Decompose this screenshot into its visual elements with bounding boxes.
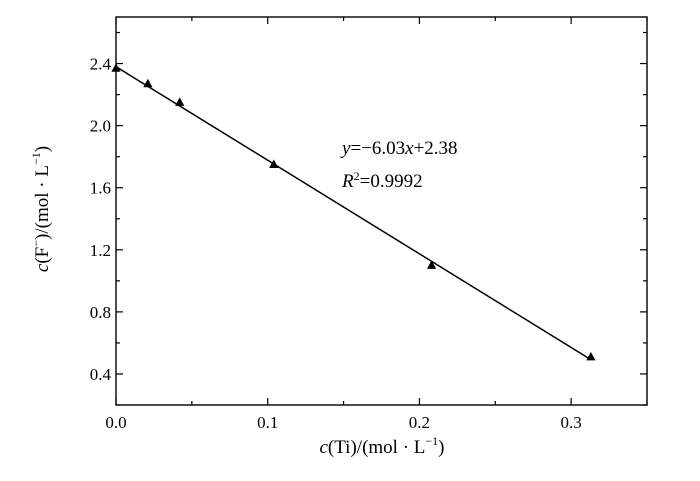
data-points [111, 63, 596, 361]
x-axis-title-var: c [319, 437, 328, 458]
axis-ticks [115, 17, 648, 406]
r-squared-label: R2=0.9992 [341, 169, 423, 192]
r-squared-sup: 2 [354, 169, 360, 183]
data-point-triangle [426, 260, 437, 269]
r-squared-lhs: R [341, 171, 354, 192]
data-point-triangle [143, 78, 153, 88]
y-axis-title-exp: −1 [29, 152, 43, 165]
fit-line [115, 66, 592, 361]
data-point-triangle [111, 63, 121, 72]
x-tick-label: 0.1 [257, 413, 278, 432]
y-axis-title-mid: )/(mol · L [32, 165, 53, 240]
x-axis-title-pre: (Ti)/(mol · L [328, 437, 425, 458]
y-tick-label: 0.8 [90, 303, 111, 322]
y-axis-title-post: ) [32, 146, 53, 152]
data-point-triangle [175, 97, 185, 106]
data-point-triangle [586, 351, 596, 361]
equation-label: y=−6.03x+2.38 [340, 138, 458, 159]
x-tick-label: 0.3 [561, 413, 582, 432]
y-axis-title-ion: − [29, 240, 43, 247]
x-tick-label: 0.0 [105, 413, 126, 432]
x-axis-title-post: ) [438, 437, 444, 458]
y-axis-title-var: c [32, 263, 53, 272]
y-tick-label: 2.4 [90, 55, 112, 74]
x-tick-label: 0.2 [409, 413, 430, 432]
data-point-triangle [269, 159, 279, 168]
x-axis-title-exp: −1 [425, 434, 438, 448]
y-tick-label: 2.0 [90, 117, 111, 136]
x-axis-tick-labels: 0.0 0.1 0.2 0.3 [105, 413, 581, 432]
equation-rest-b: +2.38 [414, 138, 458, 159]
equation-rest-a: =−6.03 [350, 138, 405, 159]
equation-x: x [404, 138, 414, 159]
y-axis-title-pre: (F [32, 247, 53, 264]
x-axis-title: c(Ti)/(mol · L−1) [319, 434, 444, 458]
y-axis-title: c(F−)/(mol · L−1) [29, 146, 53, 272]
y-tick-label: 1.2 [90, 241, 111, 260]
y-tick-label: 0.4 [90, 365, 112, 384]
equation-lhs: y [340, 138, 351, 159]
y-tick-label: 1.6 [90, 179, 111, 198]
r-squared-value: =0.9992 [360, 171, 423, 192]
y-axis-tick-labels: 0.4 0.8 1.2 1.6 2.0 2.4 [90, 55, 112, 384]
plot-frame [115, 16, 648, 406]
